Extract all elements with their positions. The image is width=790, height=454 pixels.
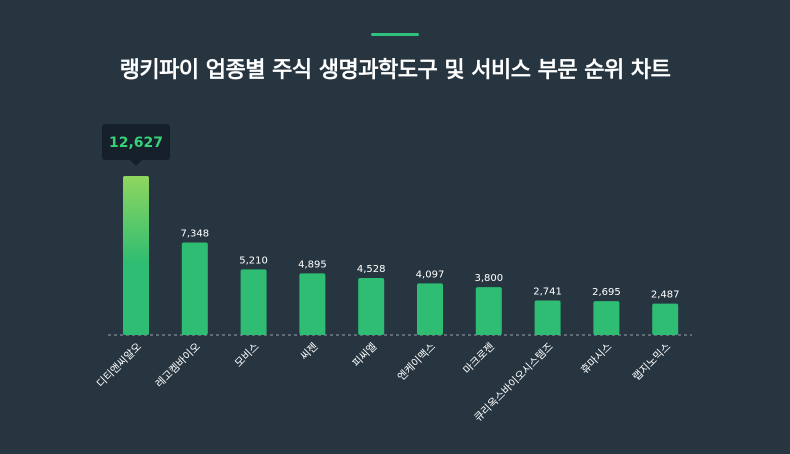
value-label: 4,097: [416, 269, 445, 280]
bar: [593, 301, 620, 335]
tooltip-pointer: [130, 160, 142, 166]
bar: [181, 242, 208, 335]
category-label: 엔케이맥스: [395, 340, 438, 383]
bar: [358, 277, 385, 335]
category-label: 피씨엘: [350, 340, 380, 370]
category-label: 레고켐바이오: [153, 340, 203, 390]
category-label: 씨젠: [298, 341, 320, 363]
chart-title: 랭키파이 업종별 주식 생명과학도구 및 서비스 부문 순위 차트: [119, 58, 671, 83]
value-label: 5,210: [239, 255, 268, 266]
bar: [123, 176, 149, 335]
category-label: 랩지노믹스: [631, 340, 674, 383]
category-label: 디티앤씨알오: [95, 340, 145, 390]
value-label: 3,800: [474, 273, 503, 284]
value-label: 4,895: [298, 259, 327, 270]
value-label: 2,695: [592, 287, 621, 298]
category-label: 휴마시스: [579, 340, 615, 376]
value-label: 2,741: [533, 286, 562, 297]
category-label: 모비스: [233, 340, 262, 369]
bar: [240, 269, 267, 335]
value-label: 12,627: [109, 135, 163, 151]
bar: [534, 300, 561, 335]
bar: [652, 303, 679, 335]
bar: [299, 273, 326, 335]
value-label: 4,528: [357, 264, 386, 275]
category-label: 마크로젠: [461, 341, 497, 377]
value-label: 7,348: [180, 228, 209, 239]
title-accent-line: [371, 33, 419, 36]
value-tooltip: [102, 124, 170, 160]
bar: [475, 287, 502, 335]
value-label: 2,487: [651, 290, 680, 301]
bar: [417, 283, 443, 335]
